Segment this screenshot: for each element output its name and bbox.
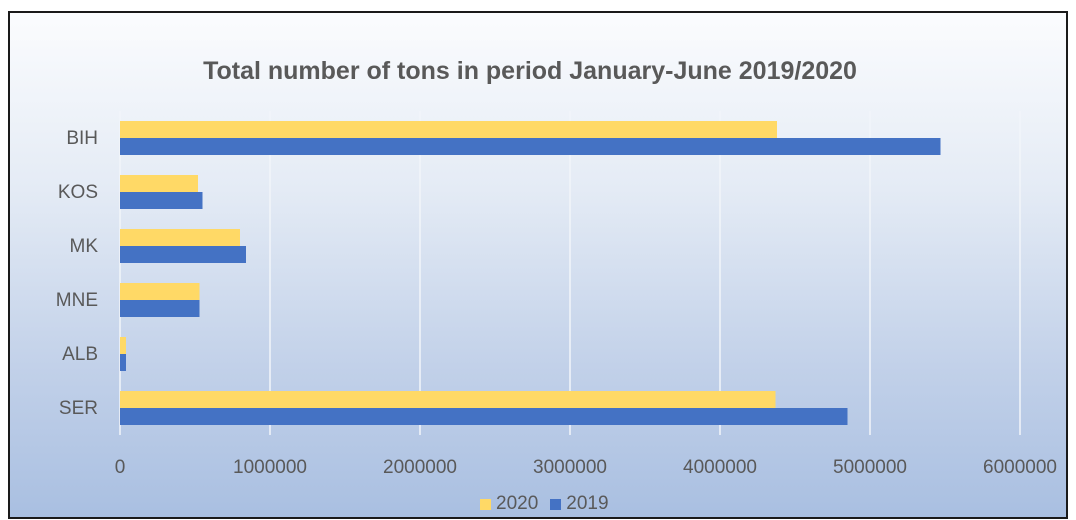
legend-label: 2019 — [566, 493, 609, 514]
x-tick-label: 2000000 — [383, 457, 457, 478]
chart-title: Total number of tons in period January-J… — [203, 57, 857, 85]
y-category-label: MNE — [56, 290, 98, 311]
legend-item-2019: 2019 — [550, 493, 609, 515]
x-tick-label: 0 — [115, 457, 126, 478]
chart-legend: 2020 2019 — [480, 493, 621, 515]
legend-swatch — [480, 498, 491, 510]
y-category-label: KOS — [58, 182, 98, 203]
y-category-label: BIH — [66, 128, 98, 149]
bar-2020-MK — [120, 229, 240, 246]
chart-frame: Total number of tons in period January-J… — [8, 11, 1068, 519]
legend-swatch — [550, 498, 562, 510]
bar-2020-KOS — [120, 175, 198, 192]
bar-2020-BIH — [120, 121, 777, 138]
bar-2020-MNE — [120, 283, 200, 300]
x-tick-label: 4000000 — [683, 457, 757, 478]
y-category-label: ALB — [62, 344, 98, 365]
bar-2019-MK — [120, 246, 246, 263]
legend-label: 2020 — [496, 493, 539, 514]
bar-2019-MNE — [120, 300, 200, 317]
bar-2019-BIH — [120, 138, 941, 155]
bar-chart-plot: 0 1000000 2000000 3000000 4000000 5000000 6000… — [56, 111, 1057, 478]
x-tick-label: 1000000 — [233, 457, 307, 478]
x-tick-label: 6000000 — [983, 457, 1057, 478]
bar-2019-SER — [120, 408, 848, 425]
legend-item-2020: 2020 — [480, 493, 538, 515]
bar-2020-ALB — [120, 337, 126, 354]
bar-2019-KOS — [120, 192, 203, 209]
x-tick-label: 5000000 — [833, 457, 907, 478]
y-category-label: MK — [70, 236, 99, 257]
y-category-label: SER — [59, 398, 98, 419]
bar-2019-ALB — [120, 354, 126, 371]
bar-2020-SER — [120, 391, 776, 408]
x-tick-label: 3000000 — [533, 457, 607, 478]
